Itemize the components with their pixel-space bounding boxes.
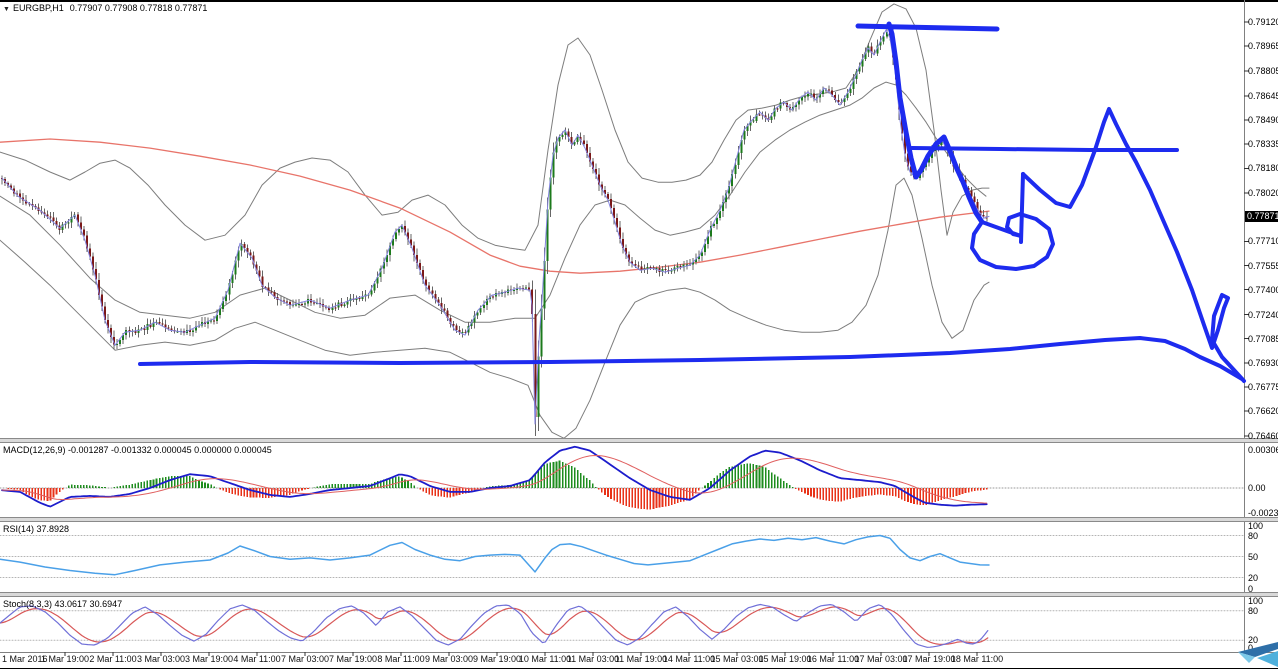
rsi-tick-label: 50 — [1248, 551, 1259, 562]
rsi-label: RSI(14) 37.8928 — [3, 524, 70, 534]
stoch-label: Stoch(8,3,3) 43.0617 30.6947 — [3, 599, 123, 609]
chart-header: ▼ EURGBP,H1 0.77907 0.77908 0.77818 0.7787… — [3, 3, 207, 13]
time-axis[interactable]: 1 Mar 2016 1 Mar 19:00 2 Mar 11:00 3 Mar 03… — [0, 654, 1278, 668]
time-tick-label: 14 Mar 11:00 — [662, 654, 716, 664]
circle-stem[interactable] — [1019, 172, 1025, 244]
price-tick-label: 0.76775 — [1248, 381, 1278, 392]
rsi-tick-label: 100 — [1248, 521, 1264, 531]
macd-label: MACD(12,26,9) -0.001287 -0.001332 0.0000… — [3, 445, 272, 455]
stoch-tick-label: 0 — [1248, 643, 1254, 653]
price-tick-label: 0.76930 — [1248, 357, 1278, 368]
bollinger-bands — [0, 3, 990, 439]
candlesticks — [1, 26, 988, 436]
price-tick-label: 0.78180 — [1248, 163, 1278, 174]
rsi-tick-label: 80 — [1248, 530, 1259, 541]
stochastic-lines — [0, 603, 989, 648]
resistance-line-mid[interactable] — [910, 146, 1179, 152]
resistance-line-top[interactable] — [855, 23, 1000, 32]
time-tick-label: 8 Mar 11:00 — [377, 654, 425, 664]
price-tick-label: 0.78645 — [1248, 90, 1278, 101]
ohlc-readout: 0.77907 0.77908 0.77818 0.77871 — [69, 3, 208, 13]
stoch-tick-label: 80 — [1248, 605, 1259, 616]
projection-zigzag[interactable] — [1021, 107, 1246, 383]
top-edge — [0, 0, 1278, 2]
time-tick-label: 4 Mar 11:00 — [233, 654, 281, 664]
symbol-dropdown-icon[interactable]: ▼ — [3, 6, 10, 13]
macd-tick-label: 0.00306 — [1248, 444, 1278, 455]
time-tick-label: 11 Mar 19:00 — [614, 654, 668, 664]
time-tick-label: 1 Mar 2016 — [2, 654, 48, 664]
macd-line — [1, 445, 988, 508]
price-circle[interactable] — [970, 212, 1055, 271]
price-tick-label: 0.76460 — [1248, 431, 1278, 441]
price-tick-label: 0.78335 — [1248, 139, 1278, 150]
price-tick-label: 0.77555 — [1248, 260, 1278, 271]
price-tick-label: 0.78020 — [1248, 188, 1278, 199]
time-tick-label: 17 Mar 19:00 — [902, 654, 956, 664]
stoch-tick-label: 100 — [1248, 596, 1264, 606]
price-tick-label: 0.78490 — [1248, 115, 1278, 126]
time-tick-label: 3 Mar 03:00 — [136, 654, 186, 664]
stoch-tick-label: 20 — [1248, 635, 1259, 646]
time-tick-label: 7 Mar 19:00 — [328, 654, 378, 664]
watermark-logo — [1238, 642, 1278, 667]
fast-ma-line — [1, 29, 990, 425]
price-axis[interactable]: 0.79120 0.78965 0.78805 0.78645 0.78490 0.783… — [1246, 0, 1278, 653]
time-tick-label: 10 Mar 11:00 — [518, 654, 572, 664]
price-tick-label: 0.77085 — [1248, 333, 1278, 344]
panel-separator-stoch[interactable] — [0, 592, 1278, 597]
panel-separator-macd[interactable] — [0, 438, 1278, 443]
rsi-tick-label: 20 — [1248, 572, 1259, 583]
time-tick-label: 15 Mar 03:00 — [710, 654, 764, 664]
time-tick-label: 11 Mar 03:00 — [566, 654, 620, 664]
macd-tick-label: 0.00 — [1248, 483, 1266, 493]
price-tick-label: 0.77710 — [1248, 236, 1278, 247]
macd-signal-line — [1, 455, 988, 504]
indicator-level-lines — [0, 487, 1245, 641]
time-tick-label: 16 Mar 11:00 — [806, 654, 860, 664]
breakdown-stroke[interactable] — [886, 21, 985, 225]
panel-separator-rsi[interactable] — [0, 517, 1278, 522]
time-tick-label: 3 Mar 19:00 — [184, 654, 234, 664]
slow-ma-line — [0, 138, 990, 274]
time-tick-label: 9 Mar 19:00 — [472, 654, 522, 664]
price-tick-label: 0.78805 — [1248, 66, 1278, 77]
chart-title: EURGBP,H1 — [12, 3, 64, 13]
current-price-tag: 0.77871 — [1245, 210, 1278, 222]
time-tick-label: 17 Mar 03:00 — [854, 654, 908, 664]
price-tick-label: 0.79120 — [1248, 17, 1278, 27]
time-tick-label: 2 Mar 11:00 — [89, 654, 137, 664]
rsi-line — [0, 534, 990, 576]
time-tick-label: 1 Mar 19:00 — [40, 654, 90, 664]
price-tick-label: 0.77240 — [1248, 309, 1278, 320]
price-tick-label: 0.78965 — [1248, 41, 1278, 52]
time-tick-label: 15 Mar 19:00 — [758, 654, 812, 664]
price-tick-label: 0.76620 — [1248, 406, 1278, 417]
price-tick-label: 0.77400 — [1248, 284, 1278, 295]
time-tick-label: 9 Mar 03:00 — [424, 654, 474, 664]
time-tick-label: 18 Mar 11:00 — [950, 654, 1004, 664]
time-tick-label: 7 Mar 03:00 — [280, 654, 330, 664]
hand-drawn-annotations[interactable] — [138, 21, 1246, 383]
rsi-tick-label: 0 — [1248, 584, 1254, 594]
support-line-long[interactable] — [138, 336, 1244, 381]
